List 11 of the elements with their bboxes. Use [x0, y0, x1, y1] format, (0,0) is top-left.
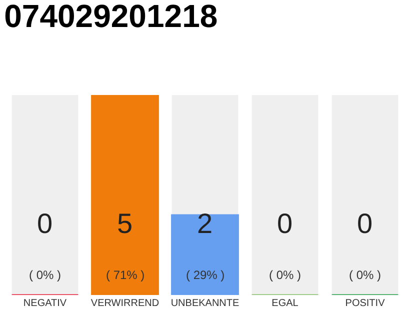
data-label: 2 ( 29% ): [186, 208, 225, 282]
data-label: 0 ( 0% ): [29, 208, 62, 282]
chart-title: 074029201218: [4, 0, 218, 34]
x-tick-label: EGAL: [272, 298, 299, 309]
x-tick-label: VERWIRREND: [90, 298, 160, 309]
data-label: 5 ( 71% ): [106, 208, 145, 282]
x-tick-label: NEGATIV: [23, 298, 67, 309]
x-tick-label: POSITIV: [345, 298, 386, 309]
x-tick-label: UNBEKANNTE: [170, 298, 240, 309]
data-label: 0 ( 0% ): [349, 208, 382, 282]
data-label: 0 ( 0% ): [269, 208, 302, 282]
